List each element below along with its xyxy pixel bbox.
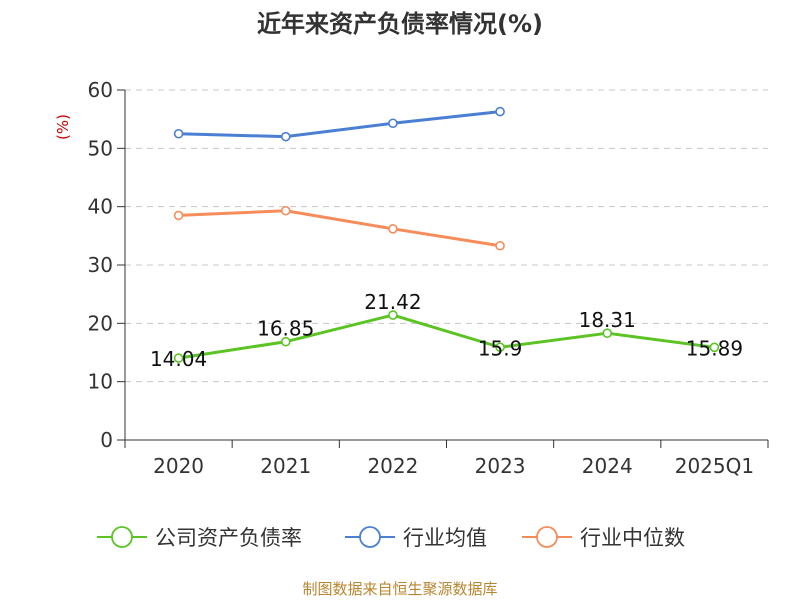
y-tick-label: 50 [88, 136, 113, 160]
data-point [173, 353, 184, 363]
x-tick-label: 2021 [260, 454, 311, 478]
data-label: 14.04 [150, 347, 207, 371]
chart-title: 近年来资产负债率情况(%) [257, 10, 543, 38]
legend: 公司资产负债率 行业均值 行业中位数 [97, 526, 685, 550]
data-point [173, 128, 184, 139]
y-tick-label: 0 [100, 428, 113, 452]
data-point [280, 131, 291, 142]
y-tick-label: 20 [88, 311, 113, 335]
data-point [495, 240, 505, 251]
series-layer [173, 106, 720, 363]
data-point [602, 328, 613, 338]
source-note: 制图数据来自恒生聚源数据库 [302, 580, 497, 598]
data-label: 18.31 [579, 308, 636, 332]
data-label: 21.42 [364, 290, 421, 314]
y-tick-label: 60 [88, 78, 113, 102]
series-line [178, 313, 715, 360]
y-tick-label: 10 [88, 370, 113, 394]
y-tick-label: 40 [88, 195, 113, 219]
legend-marker [359, 526, 381, 548]
data-point [388, 310, 398, 320]
data-label: 15.89 [686, 336, 743, 360]
x-tick-label: 2024 [582, 454, 633, 478]
data-point [388, 118, 398, 129]
x-tick-label: 2023 [475, 454, 526, 478]
x-tick-label: 2020 [153, 454, 204, 478]
series-line [178, 110, 501, 139]
data-labels: 14.04 16.85 21.42 15.9 18.31 15.89 [150, 290, 743, 371]
x-tick-label: 2025Q1 [675, 454, 754, 478]
legend-marker [536, 526, 558, 548]
axes: 0 10 20 30 40 50 60 2020 2021 2022 2023 2024 2025Q1 [88, 78, 769, 478]
data-point [495, 106, 505, 117]
y-axis-unit: (%) [54, 114, 72, 140]
grid-lines [125, 89, 768, 383]
legend-label: 公司资产负债率 [155, 526, 302, 550]
x-tick-label: 2022 [367, 454, 418, 478]
data-point [388, 224, 398, 234]
data-label: 15.9 [478, 336, 523, 360]
y-tick-label: 30 [88, 253, 113, 277]
data-point [173, 210, 184, 221]
data-point [280, 205, 291, 216]
data-point [495, 342, 505, 353]
data-point [280, 336, 291, 347]
legend-label: 行业均值 [403, 526, 487, 550]
data-point [709, 342, 720, 353]
legend-marker [111, 526, 133, 548]
series-line [178, 209, 501, 248]
data-label: 16.85 [257, 317, 314, 341]
legend-label: 行业中位数 [580, 526, 685, 550]
